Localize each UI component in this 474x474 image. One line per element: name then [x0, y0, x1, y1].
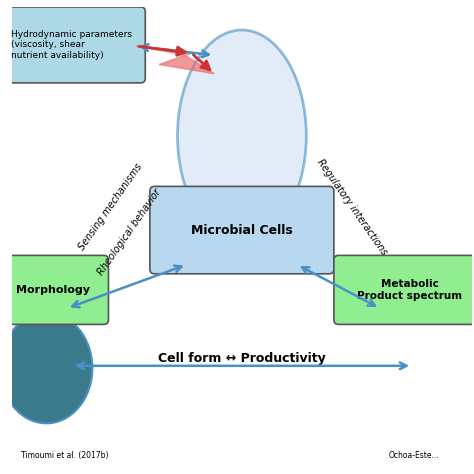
- Text: Regulatory interactions: Regulatory interactions: [315, 157, 389, 257]
- Polygon shape: [136, 46, 214, 73]
- Text: Hydrodynamic parameters
(viscosity, shear
nutrient availability): Hydrodynamic parameters (viscosity, shea…: [11, 30, 132, 60]
- Text: Ochoa-Este...: Ochoa-Este...: [389, 451, 440, 460]
- FancyBboxPatch shape: [334, 255, 474, 324]
- Text: Rheological behavior: Rheological behavior: [96, 187, 163, 277]
- FancyBboxPatch shape: [150, 186, 334, 274]
- Text: Timoumi et al. (2017b): Timoumi et al. (2017b): [21, 451, 109, 460]
- FancyBboxPatch shape: [0, 7, 145, 83]
- Bar: [157, 196, 327, 267]
- FancyBboxPatch shape: [0, 255, 109, 324]
- Text: Microbial Cells: Microbial Cells: [191, 224, 293, 237]
- Ellipse shape: [177, 30, 306, 242]
- Ellipse shape: [0, 313, 92, 423]
- Text: Cell form ↔ Productivity: Cell form ↔ Productivity: [158, 352, 326, 365]
- Text: Metabolic
Product spectrum: Metabolic Product spectrum: [357, 279, 462, 301]
- Text: Morphology: Morphology: [16, 285, 90, 295]
- Text: Sensing mechanisms: Sensing mechanisms: [77, 162, 145, 252]
